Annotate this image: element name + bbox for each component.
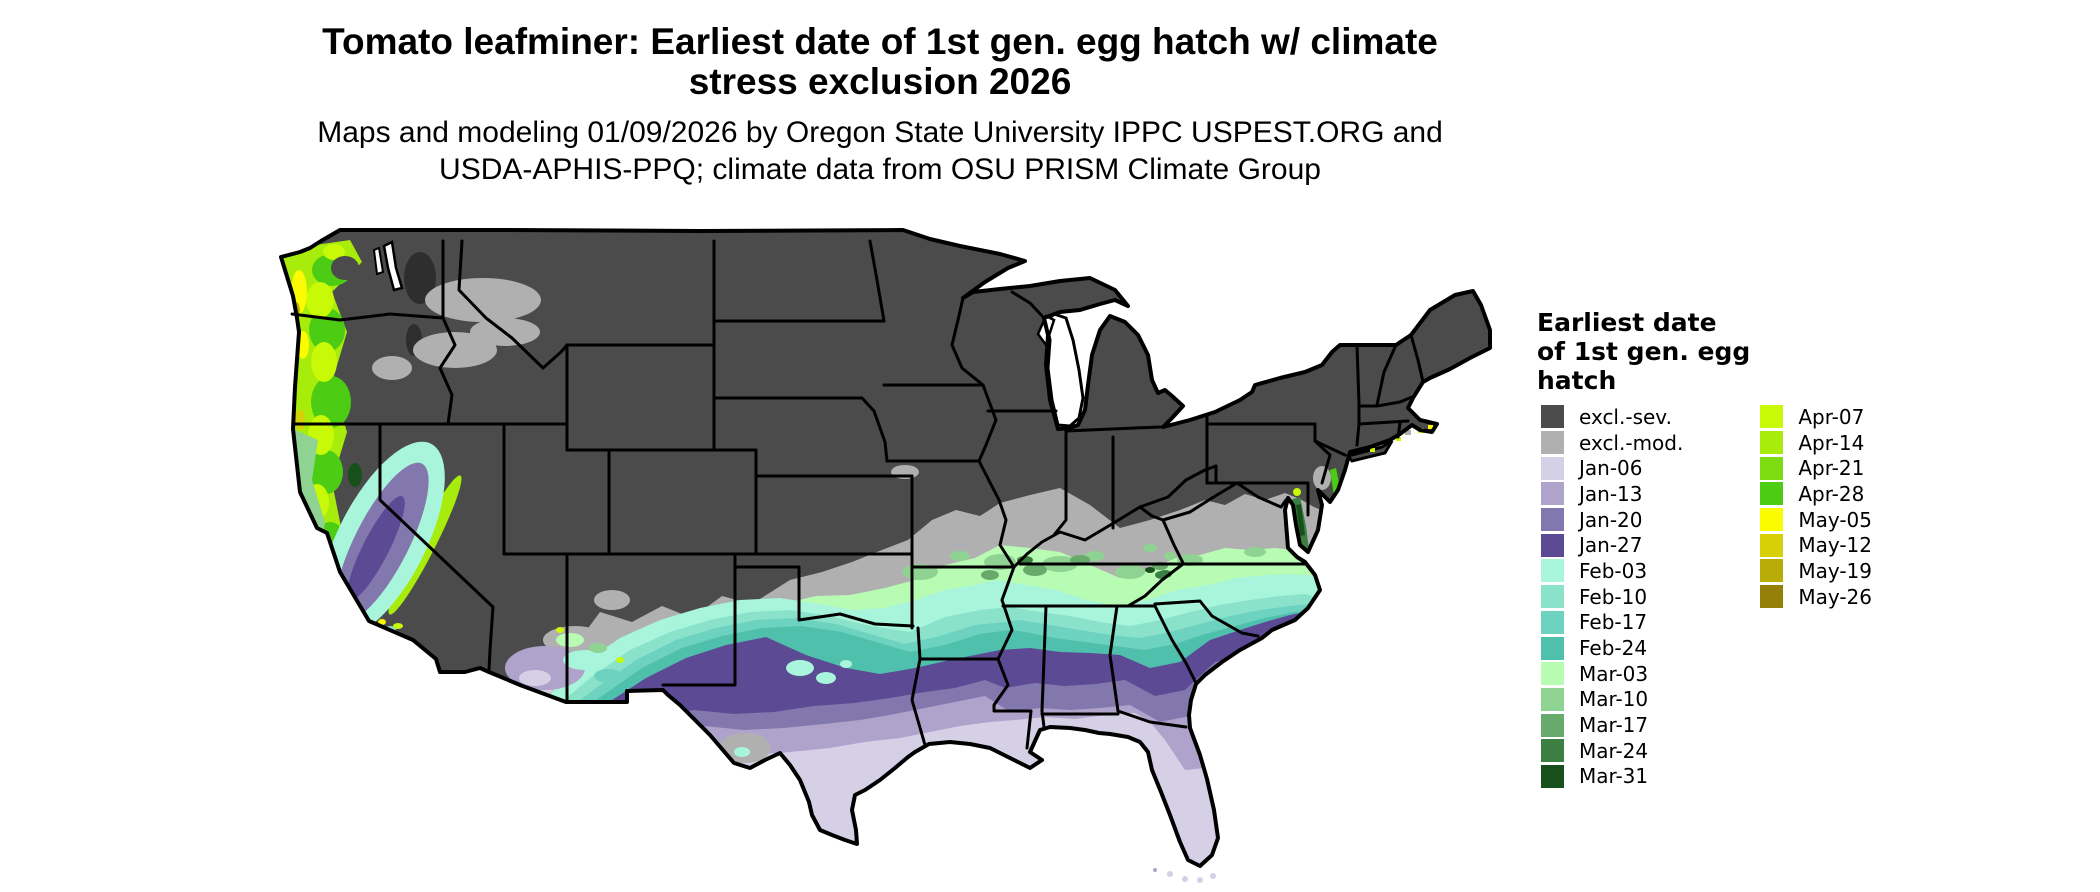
legend-swatch-may12	[1760, 533, 1784, 557]
map-region-inland-nw-gray	[372, 278, 919, 763]
legend-item-mar03: Mar-03	[1541, 661, 1683, 687]
legend-item-apr07: Apr-07	[1760, 404, 1872, 430]
legend-item-excl_sev: excl.-sev.	[1541, 404, 1683, 430]
legend-swatch-excl_mod	[1541, 431, 1564, 455]
state-borders	[290, 239, 1425, 750]
legend-label-mar17: Mar-17	[1579, 713, 1649, 738]
map-subtitle-line2: USDA-APHIS-PPQ; climate data from OSU PR…	[439, 153, 1321, 186]
legend-item-may12: May-12	[1760, 532, 1872, 558]
legend-label-feb10: Feb-10	[1579, 584, 1648, 609]
legend: Earliest date of 1st gen. egg hatch excl…	[1537, 308, 2097, 788]
legend-item-jan06: Jan-06	[1541, 455, 1683, 481]
legend-item-jan27: Jan-27	[1541, 532, 1683, 558]
puget-sound	[382, 240, 404, 292]
legend-swatch-jan27	[1541, 533, 1564, 557]
map-title: Tomato leafminer: Earliest date of 1st g…	[0, 22, 1760, 102]
legend-swatch-apr28	[1760, 482, 1784, 506]
legend-title: Earliest date of 1st gen. egg hatch	[1537, 308, 1751, 395]
legend-item-may05: May-05	[1760, 507, 1872, 533]
legend-label-apr07: Apr-07	[1798, 404, 1865, 429]
legend-item-may19: May-19	[1760, 558, 1872, 584]
legend-item-feb17: Feb-17	[1541, 610, 1683, 636]
legend-label-mar24: Mar-24	[1579, 738, 1649, 763]
legend-label-feb03: Feb-03	[1579, 558, 1648, 583]
legend-swatch-may05	[1760, 508, 1784, 532]
legend-swatch-mar10	[1541, 687, 1564, 711]
legend-item-feb03: Feb-03	[1541, 558, 1683, 584]
legend-swatch-feb03	[1541, 559, 1564, 583]
legend-label-apr21: Apr-21	[1798, 456, 1865, 481]
legend-column-2: Apr-07 Apr-14 Apr-21 Apr-28 May-05 May-12 May-…	[1760, 404, 1872, 789]
legend-swatch-mar31	[1541, 764, 1564, 788]
legend-label-mar10: Mar-10	[1579, 687, 1649, 712]
legend-label-may05: May-05	[1798, 507, 1873, 532]
legend-swatch-mar03	[1541, 662, 1564, 686]
legend-label-mar03: Mar-03	[1579, 661, 1649, 686]
map-title-line2: stress exclusion 2026	[688, 61, 1072, 102]
legend-swatch-jan20	[1541, 508, 1564, 532]
legend-label-apr28: Apr-28	[1798, 481, 1865, 506]
legend-swatch-mar17	[1541, 713, 1564, 737]
florida-keys	[1153, 868, 1216, 883]
legend-label-excl_sev: excl.-sev.	[1579, 404, 1672, 429]
map-subtitle-line1: Maps and modeling 01/09/2026 by Oregon S…	[317, 116, 1443, 149]
legend-swatch-excl_sev	[1541, 405, 1564, 429]
legend-item-mar31: Mar-31	[1541, 764, 1683, 790]
legend-swatch-feb17	[1541, 610, 1564, 634]
legend-label-feb24: Feb-24	[1579, 636, 1648, 661]
legend-item-apr21: Apr-21	[1760, 455, 1872, 481]
legend-item-mar10: Mar-10	[1541, 687, 1683, 713]
puget-sound-inlet	[372, 246, 385, 276]
legend-label-excl_mod: excl.-mod.	[1579, 430, 1684, 455]
legend-swatch-mar24	[1541, 739, 1564, 763]
legend-label-may19: May-19	[1798, 558, 1873, 583]
legend-item-jan13: Jan-13	[1541, 481, 1683, 507]
legend-item-jan20: Jan-20	[1541, 507, 1683, 533]
legend-swatch-jan13	[1541, 482, 1564, 506]
legend-label-apr14: Apr-14	[1798, 430, 1865, 455]
lake-huron-erie-ontario	[1125, 268, 1398, 425]
legend-label-feb17: Feb-17	[1579, 610, 1648, 635]
legend-column-1: excl.-sev. excl.-mod. Jan-06 Jan-13 Jan-20 Ja…	[1541, 404, 1683, 789]
legend-label-jan06: Jan-06	[1579, 456, 1643, 481]
legend-swatch-apr21	[1760, 456, 1784, 480]
legend-item-mar24: Mar-24	[1541, 738, 1683, 764]
legend-item-mar17: Mar-17	[1541, 712, 1683, 738]
legend-swatch-apr14	[1760, 431, 1784, 455]
legend-label-jan27: Jan-27	[1579, 533, 1643, 558]
legend-swatch-feb10	[1541, 585, 1564, 609]
legend-label-may26: May-26	[1798, 584, 1873, 609]
legend-swatch-may26	[1760, 585, 1784, 609]
legend-swatch-apr07	[1760, 405, 1784, 429]
map-subtitle: Maps and modeling 01/09/2026 by Oregon S…	[0, 114, 1760, 188]
legend-item-apr14: Apr-14	[1760, 430, 1872, 456]
legend-item-apr28: Apr-28	[1760, 481, 1872, 507]
legend-label-jan20: Jan-20	[1579, 507, 1643, 532]
legend-label-mar31: Mar-31	[1579, 764, 1649, 789]
legend-label-may12: May-12	[1798, 533, 1873, 558]
legend-item-feb10: Feb-10	[1541, 584, 1683, 610]
legend-item-feb24: Feb-24	[1541, 635, 1683, 661]
map-title-line1: Tomato leafminer: Earliest date of 1st g…	[322, 21, 1438, 62]
legend-item-may26: May-26	[1760, 584, 1872, 610]
legend-swatch-feb24	[1541, 636, 1564, 660]
legend-label-jan13: Jan-13	[1579, 481, 1643, 506]
legend-swatch-jan06	[1541, 456, 1564, 480]
legend-swatch-may19	[1760, 559, 1784, 583]
legend-item-excl_mod: excl.-mod.	[1541, 430, 1683, 456]
map-region-southwest	[505, 627, 852, 757]
